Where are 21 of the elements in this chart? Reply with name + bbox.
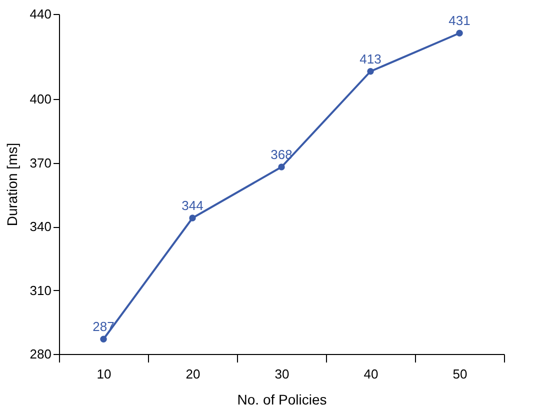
x-tick-label: 10 (96, 366, 112, 382)
x-tick-label: 20 (186, 366, 200, 382)
data-label: 344 (182, 198, 204, 213)
point (456, 30, 463, 36)
x-axis-title: No. of Policies (237, 392, 327, 408)
point (367, 68, 374, 75)
point (100, 336, 107, 342)
y-tick-label: 310 (30, 282, 52, 298)
x-tick-label: 30 (274, 366, 290, 382)
y-tick-label: 370 (30, 155, 52, 170)
y-tick-label: 340 (30, 219, 52, 234)
y-tick-label: 280 (30, 346, 52, 362)
point (189, 214, 196, 222)
y-tick-label: 400 (30, 92, 52, 106)
point (278, 164, 285, 170)
data-label: 413 (360, 51, 382, 66)
x-tick-label: 50 (452, 366, 468, 382)
y-axis-title: Duration [ms] (4, 142, 20, 226)
y-tick-label: 440 (30, 6, 52, 22)
x-tick-label: 40 (364, 366, 378, 382)
data-label: 431 (448, 13, 470, 28)
